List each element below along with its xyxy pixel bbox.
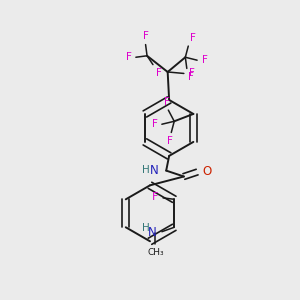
Text: N: N	[148, 226, 157, 239]
Text: F: F	[189, 68, 195, 78]
Text: F: F	[188, 72, 194, 82]
Text: F: F	[152, 192, 159, 202]
Text: F: F	[142, 31, 148, 41]
Text: F: F	[164, 97, 170, 106]
Text: F: F	[202, 55, 207, 65]
Text: H: H	[142, 165, 150, 175]
Text: F: F	[126, 52, 131, 62]
Text: F: F	[152, 119, 158, 129]
Text: CH₃: CH₃	[147, 248, 164, 257]
Text: F: F	[167, 136, 173, 146]
Text: N: N	[150, 164, 159, 176]
Text: O: O	[202, 165, 212, 178]
Text: F: F	[190, 32, 196, 43]
Text: H: H	[142, 223, 150, 233]
Text: F: F	[156, 68, 162, 78]
